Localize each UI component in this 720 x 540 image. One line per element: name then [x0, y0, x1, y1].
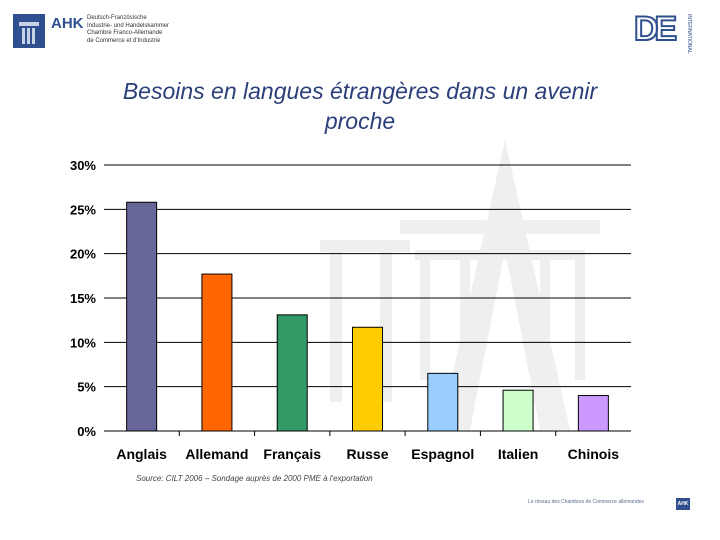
- ahk-sub-line: Deutsch-Französische: [87, 15, 147, 21]
- x-tick-label: Chinois: [568, 446, 620, 462]
- bar-anglais: [126, 201, 158, 432]
- bar-chinois: [577, 395, 609, 432]
- x-axis-labels: Anglais Allemand Français Russe Espagnol Ital…: [116, 446, 619, 462]
- x-tick-label: Espagnol: [411, 446, 474, 462]
- de-international-logo: DE: [633, 9, 690, 50]
- x-tick-label: Allemand: [185, 446, 248, 462]
- x-axis: [104, 430, 631, 436]
- ahk-sub-line: de Commerce et d'Industrie: [87, 37, 161, 44]
- bar-russe: [352, 326, 383, 432]
- ahk-sub-line: Chambre Franco-Allemande: [87, 30, 163, 36]
- ahk-logo-subtitle: Deutsch-Französische Industrie- und Hand…: [87, 15, 197, 45]
- ahk-sub-line: Industrie- und Handelskammer: [87, 22, 170, 29]
- bar-français: [276, 314, 308, 432]
- de-logo-text: DE: [633, 9, 678, 49]
- footer-text: Le réseau des Chambres de Commerce allem…: [528, 499, 644, 505]
- title-line-1: Besoins en langues étrangères dans un av…: [122, 78, 598, 104]
- x-tick-label: Français: [263, 446, 321, 462]
- chart-bars: [126, 201, 609, 432]
- bar-italien: [502, 389, 534, 432]
- ahk-logo: AHK Deutsch-Französische Industrie- und …: [13, 14, 183, 50]
- y-tick-label: 20%: [70, 247, 96, 262]
- y-tick-label: 5%: [77, 380, 96, 395]
- chart-source: Source: CILT 2006 – Sondage auprès de 20…: [136, 474, 373, 483]
- x-tick-label: Italien: [498, 446, 538, 462]
- y-axis-ticks: 0% 5% 10% 15% 20% 25% 30%: [70, 158, 96, 439]
- y-tick-label: 10%: [70, 335, 96, 350]
- x-tick-label: Anglais: [116, 446, 167, 462]
- bar-espagnol: [427, 372, 459, 432]
- page-title: Besoins en langues étrangères dans un av…: [20, 76, 700, 136]
- de-logo-side-text: INTERNATIONAL: [686, 14, 692, 54]
- title-line-2: proche: [324, 108, 396, 134]
- bar-allemand: [201, 273, 233, 432]
- footer-ahk-badge: AHK: [676, 498, 690, 510]
- ahk-logo-title: AHK: [51, 15, 84, 32]
- ahk-emblem-icon: [13, 14, 45, 48]
- y-tick-label: 25%: [70, 202, 96, 217]
- y-tick-label: 0%: [77, 424, 96, 439]
- x-tick-label: Russe: [346, 446, 388, 462]
- y-tick-label: 30%: [70, 158, 96, 173]
- y-tick-label: 15%: [70, 291, 96, 306]
